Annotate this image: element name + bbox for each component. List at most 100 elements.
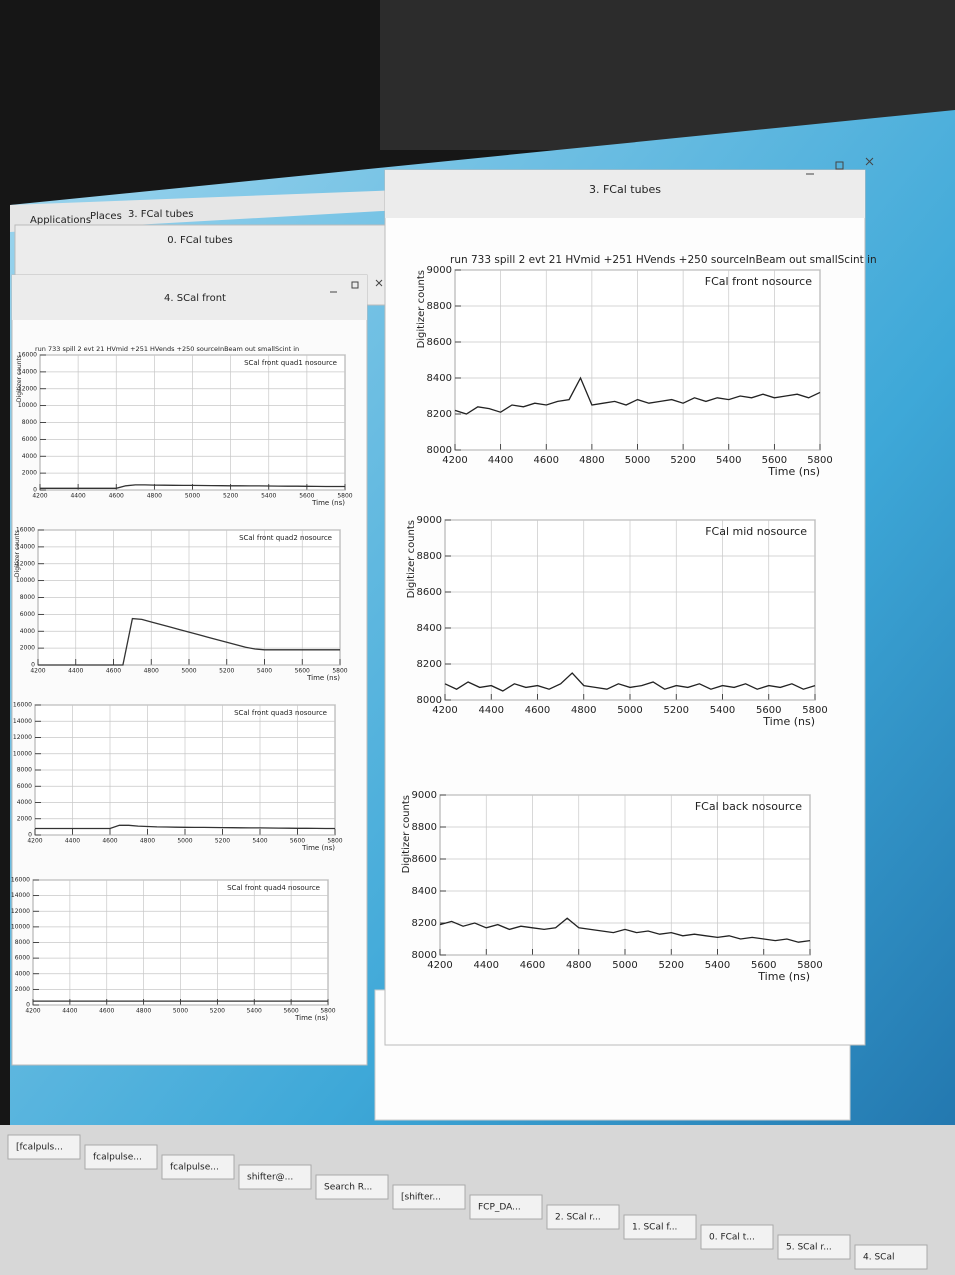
x-tick-label: 5400: [705, 960, 730, 971]
x-axis-label: Time (ns): [301, 844, 335, 852]
y-tick-label: 8400: [427, 373, 452, 384]
x-tick-label: 5000: [181, 668, 196, 675]
y-tick-label: 9000: [417, 515, 442, 526]
x-tick-label: 4400: [474, 960, 499, 971]
x-tick-label: 5400: [710, 705, 735, 716]
page: { "menu": ["Applications", "Places", "3.…: [0, 0, 955, 1275]
x-tick-label: 4800: [140, 838, 155, 845]
x-tick-label: 5400: [261, 493, 276, 500]
y-tick-label: 6000: [20, 611, 35, 618]
x-tick-label: 5400: [716, 455, 741, 466]
y-axis-label: Digitizer counts: [14, 530, 21, 577]
y-tick-label: 6000: [22, 436, 37, 443]
x-tick-label: 5000: [617, 705, 642, 716]
y-tick-label: 6000: [15, 955, 30, 962]
plot-title: SCal front quad1 nosource: [244, 359, 337, 367]
plot-title: FCal front nosource: [705, 275, 812, 288]
x-tick-label: 4200: [427, 960, 452, 971]
menu-item[interactable]: 3. FCal tubes: [128, 209, 194, 220]
x-tick-label: 4200: [25, 1008, 40, 1015]
y-tick-label: 8000: [15, 939, 30, 946]
plot-title: FCal mid nosource: [705, 525, 807, 538]
window-title: 0. FCal tubes: [167, 235, 233, 246]
y-tick-label: 0: [33, 487, 37, 494]
menu-item[interactable]: Applications: [30, 215, 91, 226]
taskbar-label: 5. SCal r...: [786, 1243, 832, 1253]
x-axis-label: Time (ns): [762, 715, 815, 728]
y-axis-label: Digitizer counts: [416, 270, 427, 348]
x-tick-label: 4800: [136, 1008, 151, 1015]
y-tick-label: 8000: [417, 695, 442, 706]
x-tick-label: 5400: [252, 838, 267, 845]
y-tick-label: 14000: [11, 892, 30, 899]
x-tick-label: 5000: [625, 455, 650, 466]
y-tick-label: 10000: [16, 577, 35, 584]
x-tick-label: 5200: [664, 705, 689, 716]
x-tick-label: 4800: [571, 705, 596, 716]
x-tick-label: 4400: [62, 1008, 77, 1015]
x-tick-label: 5200: [223, 493, 238, 500]
taskbar-label: [fcalpuls...: [16, 1143, 63, 1153]
x-tick-label: 4600: [520, 960, 545, 971]
x-tick-label: 4600: [99, 1008, 114, 1015]
x-tick-label: 5000: [177, 838, 192, 845]
x-tick-label: 5400: [257, 668, 272, 675]
y-tick-label: 4000: [22, 453, 37, 460]
y-tick-label: 16000: [11, 877, 30, 884]
y-tick-label: 8200: [412, 918, 437, 929]
x-axis-label: Time (ns): [306, 674, 340, 682]
y-tick-label: 8000: [17, 767, 32, 774]
taskbar-label: 0. FCal t...: [709, 1233, 755, 1243]
x-tick-label: 4200: [30, 668, 45, 675]
y-tick-label: 6000: [17, 783, 32, 790]
plot-title: SCal front quad2 nosource: [239, 534, 332, 542]
x-tick-label: 5400: [247, 1008, 262, 1015]
y-tick-label: 14000: [13, 718, 32, 725]
y-tick-label: 0: [26, 1002, 30, 1009]
taskbar-label: Search R...: [324, 1183, 372, 1193]
run-info: run 733 spill 2 evt 21 HVmid +251 HVends…: [35, 345, 299, 353]
y-tick-label: 9000: [427, 265, 452, 276]
x-tick-label: 4400: [65, 838, 80, 845]
x-tick-label: 4800: [144, 668, 159, 675]
y-tick-label: 12000: [11, 908, 30, 915]
x-tick-label: 4600: [102, 838, 117, 845]
y-tick-label: 8800: [412, 822, 437, 833]
y-tick-label: 2000: [17, 815, 32, 822]
x-axis-label: Time (ns): [767, 465, 820, 478]
y-tick-label: 12000: [13, 734, 32, 741]
y-tick-label: 0: [28, 832, 32, 839]
x-tick-label: 4200: [442, 455, 467, 466]
y-tick-label: 8000: [20, 594, 35, 601]
taskbar-label: 1. SCal f...: [632, 1223, 677, 1233]
y-tick-label: 8600: [412, 854, 437, 865]
taskbar-label: shifter@...: [247, 1173, 293, 1183]
y-tick-label: 16000: [13, 702, 32, 709]
y-tick-label: 8800: [417, 551, 442, 562]
y-tick-label: 2000: [22, 470, 37, 477]
x-tick-label: 4800: [147, 493, 162, 500]
y-tick-label: 2000: [20, 645, 35, 652]
y-tick-label: 8000: [427, 445, 452, 456]
y-axis-label: Digitizer counts: [16, 355, 23, 402]
x-tick-label: 4200: [432, 705, 457, 716]
x-tick-label: 5000: [173, 1008, 188, 1015]
y-tick-label: 2000: [15, 986, 30, 993]
plot-title: SCal front quad4 nosource: [227, 884, 320, 892]
taskbar-label: fcalpulse...: [170, 1163, 219, 1173]
x-tick-label: 4200: [32, 493, 47, 500]
screen: Applications Places 3. FCal tubes 0. FCa…: [0, 0, 955, 1275]
run-info: run 733 spill 2 evt 21 HVmid +251 HVends…: [450, 254, 877, 266]
y-tick-label: 10000: [13, 750, 32, 757]
y-axis-label: Digitizer counts: [406, 520, 417, 598]
x-tick-label: 4400: [70, 493, 85, 500]
menu-item[interactable]: Places: [90, 211, 122, 222]
x-tick-label: 5200: [215, 838, 230, 845]
y-tick-label: 8600: [417, 587, 442, 598]
y-tick-label: 8400: [417, 623, 442, 634]
y-tick-label: 8600: [427, 337, 452, 348]
y-tick-label: 8800: [427, 301, 452, 312]
x-tick-label: 4600: [534, 455, 559, 466]
taskbar-label: 4. SCal: [863, 1253, 894, 1263]
x-tick-label: 5200: [219, 668, 234, 675]
